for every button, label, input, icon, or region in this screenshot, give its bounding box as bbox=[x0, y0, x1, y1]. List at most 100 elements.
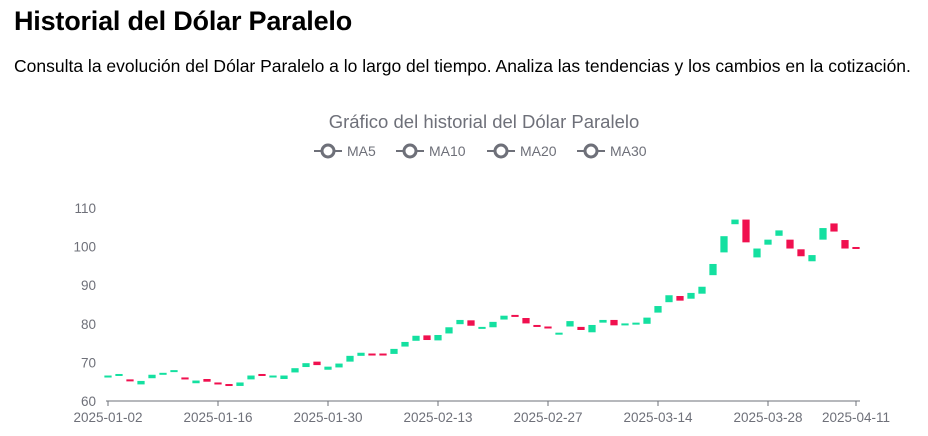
candle[interactable] bbox=[522, 318, 530, 324]
candle[interactable] bbox=[291, 368, 299, 373]
y-tick-label: 60 bbox=[81, 394, 96, 409]
y-tick-label: 70 bbox=[81, 355, 96, 370]
candle[interactable] bbox=[126, 379, 134, 382]
candle[interactable] bbox=[423, 335, 431, 341]
x-tick-label: 2025-01-30 bbox=[293, 410, 362, 425]
candle[interactable] bbox=[401, 341, 409, 347]
candle[interactable] bbox=[742, 219, 750, 243]
candle[interactable] bbox=[786, 239, 794, 249]
candle[interactable] bbox=[192, 380, 200, 384]
candle[interactable] bbox=[313, 361, 321, 366]
candle[interactable] bbox=[544, 326, 552, 329]
candle[interactable] bbox=[225, 384, 233, 387]
candle[interactable] bbox=[467, 320, 475, 326]
candle[interactable] bbox=[170, 370, 178, 373]
legend-item-ma30[interactable]: MA30 bbox=[577, 143, 647, 159]
candle[interactable] bbox=[104, 375, 112, 378]
candle-series bbox=[104, 219, 860, 387]
candle[interactable] bbox=[632, 322, 640, 325]
candle[interactable] bbox=[390, 348, 398, 354]
price-chart: Gráfico del historial del Dólar Paralelo… bbox=[73, 111, 890, 425]
candle[interactable] bbox=[236, 382, 244, 386]
y-tick-label: 100 bbox=[73, 240, 96, 255]
candle[interactable] bbox=[852, 246, 860, 249]
x-tick-label: 2025-03-14 bbox=[623, 410, 693, 425]
candle[interactable] bbox=[357, 352, 365, 356]
candle[interactable] bbox=[489, 321, 497, 328]
candle[interactable] bbox=[368, 353, 376, 356]
candle[interactable] bbox=[412, 335, 420, 341]
candle[interactable] bbox=[588, 324, 596, 333]
candle[interactable] bbox=[335, 363, 343, 368]
candle[interactable] bbox=[247, 375, 255, 380]
candle[interactable] bbox=[511, 314, 519, 317]
x-axis: 2025-01-02 2025-01-16 2025-01-30 2025-02-13… bbox=[73, 401, 890, 425]
y-tick-label: 90 bbox=[81, 278, 96, 293]
candle[interactable] bbox=[181, 377, 189, 380]
candle[interactable] bbox=[841, 240, 849, 249]
candle[interactable] bbox=[676, 296, 684, 301]
legend-item-ma5[interactable]: MA5 bbox=[314, 143, 376, 159]
candle[interactable] bbox=[720, 236, 728, 253]
candle[interactable] bbox=[214, 382, 222, 385]
chart-title: Gráfico del historial del Dólar Paralelo bbox=[329, 111, 640, 132]
x-tick-label: 2025-01-02 bbox=[73, 410, 142, 425]
candle[interactable] bbox=[808, 255, 816, 262]
candle[interactable] bbox=[665, 295, 673, 303]
candle[interactable] bbox=[698, 286, 706, 294]
legend-circle-icon bbox=[320, 143, 336, 159]
candle[interactable] bbox=[203, 379, 211, 382]
candle[interactable] bbox=[599, 319, 607, 323]
candle[interactable] bbox=[797, 249, 805, 257]
candle[interactable] bbox=[302, 363, 310, 368]
legend-label: MA10 bbox=[429, 143, 466, 159]
chart-legend: MA5 MA10 MA20 MA30 bbox=[314, 143, 647, 159]
legend-label: MA30 bbox=[610, 143, 647, 159]
candle[interactable] bbox=[434, 334, 442, 341]
legend-circle-icon bbox=[402, 143, 418, 159]
candle[interactable] bbox=[346, 355, 354, 362]
legend-circle-icon bbox=[583, 143, 599, 159]
candle[interactable] bbox=[819, 228, 827, 240]
candle[interactable] bbox=[456, 319, 464, 325]
candle[interactable] bbox=[621, 323, 629, 326]
legend-label: MA5 bbox=[347, 143, 376, 159]
legend-item-ma10[interactable]: MA10 bbox=[396, 143, 466, 159]
candle[interactable] bbox=[137, 380, 145, 385]
y-tick-label: 110 bbox=[74, 201, 96, 216]
candle[interactable] bbox=[115, 373, 123, 376]
candle[interactable] bbox=[478, 326, 486, 329]
candle[interactable] bbox=[753, 248, 761, 258]
candle[interactable] bbox=[269, 375, 277, 378]
candle[interactable] bbox=[533, 324, 541, 327]
candle[interactable] bbox=[555, 332, 563, 335]
candle[interactable] bbox=[654, 306, 662, 313]
candle[interactable] bbox=[577, 326, 585, 330]
x-tick-label: 2025-02-13 bbox=[403, 410, 472, 425]
candle[interactable] bbox=[709, 263, 717, 276]
candle[interactable] bbox=[324, 366, 332, 370]
candle[interactable] bbox=[148, 374, 156, 379]
candle[interactable] bbox=[731, 219, 739, 225]
candle[interactable] bbox=[445, 327, 453, 334]
candle[interactable] bbox=[643, 317, 651, 324]
candle[interactable] bbox=[775, 230, 783, 236]
legend-circle-icon bbox=[493, 143, 509, 159]
legend-item-ma20[interactable]: MA20 bbox=[487, 143, 557, 159]
candle[interactable] bbox=[379, 353, 387, 356]
y-tick-label: 80 bbox=[81, 317, 96, 332]
candle[interactable] bbox=[610, 319, 618, 326]
candle[interactable] bbox=[830, 223, 838, 232]
legend-label: MA20 bbox=[520, 143, 557, 159]
candle[interactable] bbox=[566, 321, 574, 327]
candle[interactable] bbox=[764, 239, 772, 245]
candle[interactable] bbox=[159, 372, 167, 375]
y-axis: 60 70 80 90 100 110 bbox=[73, 201, 96, 409]
page-title: Historial del Dólar Paralelo bbox=[14, 6, 353, 36]
candle[interactable] bbox=[687, 292, 695, 299]
x-tick-label: 2025-04-11 bbox=[822, 410, 890, 425]
candle[interactable] bbox=[500, 315, 508, 320]
candle[interactable] bbox=[258, 373, 266, 376]
candle[interactable] bbox=[280, 375, 288, 379]
